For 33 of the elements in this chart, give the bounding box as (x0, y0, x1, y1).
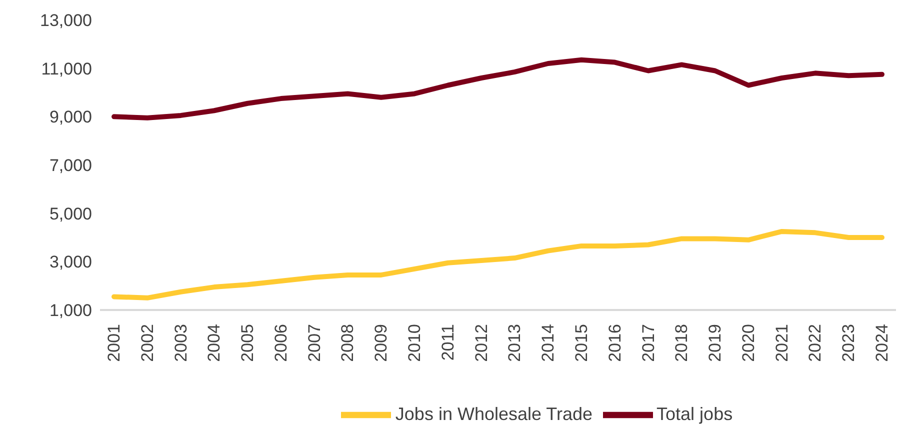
x-tick-label: 2023 (839, 324, 858, 362)
x-tick-label: 2010 (405, 324, 424, 362)
x-tick-label: 2018 (672, 324, 692, 362)
y-tick-label: 7,000 (49, 156, 92, 176)
x-tick-label: 2016 (605, 324, 624, 362)
x-tick-label: 2015 (572, 324, 591, 362)
x-tick-label: 2001 (104, 324, 124, 362)
x-tick-label: 2014 (538, 324, 558, 362)
y-tick-label: 3,000 (49, 252, 92, 272)
x-tick-label: 2012 (472, 324, 491, 362)
x-tick-label: 2013 (505, 324, 524, 362)
x-tick-label: 2007 (304, 324, 324, 362)
x-tick-label: 2004 (204, 324, 224, 362)
x-tick-label: 2003 (171, 324, 190, 362)
x-tick-label: 2017 (638, 324, 658, 362)
x-tick-label: 2020 (738, 324, 758, 362)
y-tick-label: 5,000 (49, 204, 92, 224)
y-tick-label: 13,000 (40, 11, 92, 30)
y-tick-label: 11,000 (41, 59, 92, 78)
y-tick-label: 9,000 (49, 108, 92, 127)
x-tick-label: 2009 (372, 324, 391, 362)
x-tick-label: 2006 (271, 324, 290, 362)
x-tick-label: 2005 (238, 324, 258, 362)
x-tick-label: 2002 (138, 324, 157, 362)
x-tick-label: 2021 (772, 324, 792, 362)
x-tick-label: 2008 (338, 324, 358, 362)
legend-label: Jobs in Wholesale Trade (395, 404, 593, 424)
x-tick-label: 2019 (706, 324, 725, 362)
legend-label: Total jobs (656, 404, 733, 424)
x-tick-label: 2024 (872, 324, 892, 362)
x-tick-label: 2022 (806, 324, 825, 362)
y-tick-label: 1,000 (49, 301, 92, 320)
x-tick-label: 2011 (438, 324, 458, 361)
